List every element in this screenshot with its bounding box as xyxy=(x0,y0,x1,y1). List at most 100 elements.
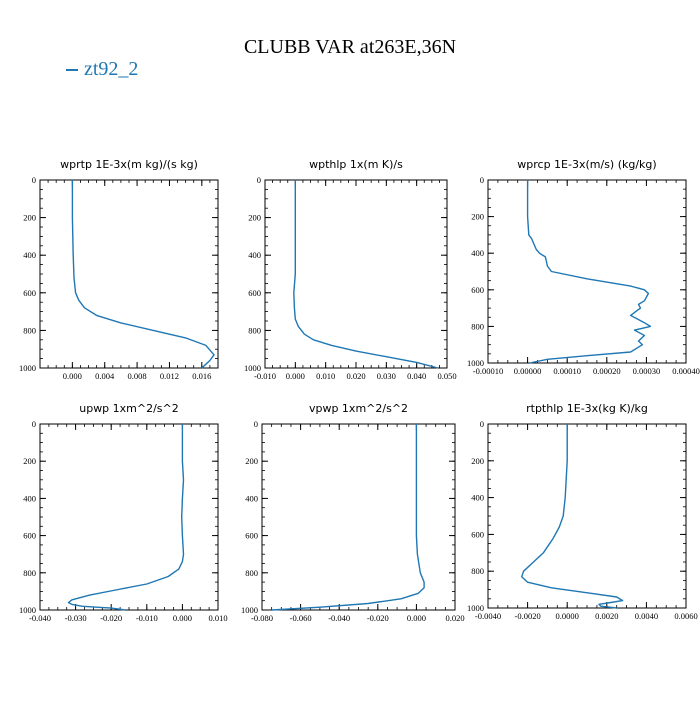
y-tick-label: 0 xyxy=(32,175,36,185)
x-tick-label: -0.00010 xyxy=(473,366,503,376)
x-tick-label: 0.020 xyxy=(346,371,365,381)
x-tick-label: 0.040 xyxy=(407,371,426,381)
legend-line-icon xyxy=(66,69,78,72)
subplot-1: wprtp 1E-3x(m kg)/(s kg) 0.000 0.004 0.008 0… xyxy=(19,158,219,381)
y-tick-label: 200 xyxy=(471,456,484,466)
y-tick-label: 800 xyxy=(248,325,261,335)
y-tick-label: 800 xyxy=(23,325,36,335)
y-tick-label: 0 xyxy=(257,175,261,185)
y-tick-label: 1000 xyxy=(244,363,261,373)
x-tick-label: 0.030 xyxy=(377,371,396,381)
x-tick-label: 0.050 xyxy=(437,371,456,381)
x-tick-label: 0.0000 xyxy=(556,611,579,621)
series-line xyxy=(526,180,652,364)
subplot-title: rtpthlp 1E-3x(kg K)/kg xyxy=(526,402,648,415)
y-tick-label: 0 xyxy=(32,419,36,429)
y-tick-label: 800 xyxy=(471,566,484,576)
y-tick-label: 200 xyxy=(471,212,484,222)
y-tick-label: 0 xyxy=(480,175,484,185)
subplot-title: wprcp 1E-3x(m/s) (kg/kg) xyxy=(517,158,656,171)
y-tick-label: 1000 xyxy=(467,358,484,368)
subplot-5: vpwp 1xm^2/s^2 -0.080 -0.060 -0.040 -0.020 0.… xyxy=(241,402,465,623)
subplot-4: upwp 1xm^2/s^2 -0.040 -0.030 -0.020 -0.010 0.… xyxy=(19,402,228,623)
y-tick-label: 1000 xyxy=(467,603,484,613)
x-tick-label: 0.0040 xyxy=(635,611,658,621)
x-tick-label: 0.000 xyxy=(286,371,305,381)
plot-frame xyxy=(39,423,219,611)
y-tick-label: 400 xyxy=(23,250,36,260)
plot-frame xyxy=(487,423,687,609)
y-tick-label: 600 xyxy=(23,531,36,541)
y-tick-label: 400 xyxy=(248,250,261,260)
y-tick-label: 1000 xyxy=(19,605,36,615)
x-tick-label: 0.000 xyxy=(63,371,82,381)
x-tick-label: -0.060 xyxy=(290,613,312,623)
x-tick-label: 0.000 xyxy=(407,613,426,623)
x-tick-label: 0.000 xyxy=(173,613,192,623)
plot-frame xyxy=(261,423,456,611)
series-line xyxy=(293,180,439,369)
x-tick-label: -0.0040 xyxy=(475,611,501,621)
x-tick-label: 0.004 xyxy=(95,371,115,381)
figure-title: CLUBB VAR at263E,36N xyxy=(243,36,457,58)
y-tick-label: 1000 xyxy=(19,363,36,373)
y-tick-label: 800 xyxy=(471,321,484,331)
subplot-title: upwp 1xm^2/s^2 xyxy=(79,402,179,415)
plot-frame xyxy=(487,179,687,364)
subplot-2: wpthlp 1x(m K)/s -0.010 0.000 0.010 0.020 0.0… xyxy=(244,158,457,381)
y-tick-label: 1000 xyxy=(241,605,258,615)
x-tick-label: 0.020 xyxy=(445,613,464,623)
x-tick-label: 0.00000 xyxy=(514,366,542,376)
y-tick-label: 0 xyxy=(480,419,484,429)
x-tick-label: 0.00030 xyxy=(633,366,661,376)
y-tick-label: 400 xyxy=(471,248,484,258)
y-tick-label: 800 xyxy=(245,568,258,578)
x-tick-label: -0.010 xyxy=(254,371,276,381)
y-tick-label: 200 xyxy=(23,456,36,466)
y-tick-label: 800 xyxy=(23,568,36,578)
y-tick-label: 200 xyxy=(248,213,261,223)
x-tick-label: -0.040 xyxy=(29,613,51,623)
x-tick-label: -0.010 xyxy=(136,613,158,623)
x-tick-label: 0.00040 xyxy=(672,366,700,376)
y-tick-label: 600 xyxy=(248,288,261,298)
subplot-title: wprtp 1E-3x(m kg)/(s kg) xyxy=(60,158,198,171)
series-line xyxy=(67,424,185,611)
x-tick-label: 0.010 xyxy=(316,371,335,381)
x-tick-label: 0.0060 xyxy=(674,611,697,621)
y-tick-label: 200 xyxy=(245,456,258,466)
y-tick-label: 400 xyxy=(471,493,484,503)
y-tick-label: 600 xyxy=(245,531,258,541)
y-tick-label: 400 xyxy=(245,493,258,503)
x-tick-label: 0.008 xyxy=(128,371,147,381)
x-tick-label: -0.020 xyxy=(367,613,389,623)
series-line xyxy=(71,180,215,369)
subplot-title: vpwp 1xm^2/s^2 xyxy=(309,402,408,415)
y-tick-label: 600 xyxy=(23,288,36,298)
x-tick-label: 0.016 xyxy=(192,371,211,381)
x-tick-label: 0.012 xyxy=(160,371,179,381)
series-line xyxy=(521,424,624,609)
x-tick-label: -0.0020 xyxy=(514,611,540,621)
x-tick-label: -0.020 xyxy=(100,613,122,623)
x-tick-label: 0.010 xyxy=(208,613,227,623)
y-tick-label: 400 xyxy=(23,493,36,503)
plot-frame xyxy=(264,179,448,369)
x-tick-label: -0.040 xyxy=(328,613,350,623)
y-tick-label: 600 xyxy=(471,285,484,295)
series-line xyxy=(271,424,425,611)
x-tick-label: 0.00020 xyxy=(593,366,621,376)
x-tick-label: -0.030 xyxy=(65,613,87,623)
x-tick-label: 0.0020 xyxy=(595,611,618,621)
y-tick-label: 600 xyxy=(471,529,484,539)
y-tick-label: 0 xyxy=(254,419,258,429)
legend-label: zt92_2 xyxy=(84,58,139,80)
legend: zt92_2 xyxy=(66,58,138,81)
subplot-title: wpthlp 1x(m K)/s xyxy=(309,158,403,171)
x-tick-label: -0.080 xyxy=(251,613,273,623)
y-tick-label: 200 xyxy=(23,213,36,223)
x-tick-label: 0.00010 xyxy=(553,366,581,376)
subplot-6: rtpthlp 1E-3x(kg K)/kg -0.0040 -0.0020 0.00… xyxy=(467,402,698,621)
